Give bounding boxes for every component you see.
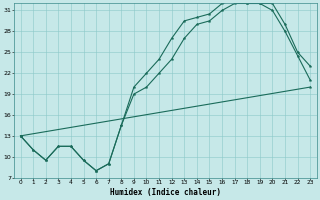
X-axis label: Humidex (Indice chaleur): Humidex (Indice chaleur): [110, 188, 221, 197]
